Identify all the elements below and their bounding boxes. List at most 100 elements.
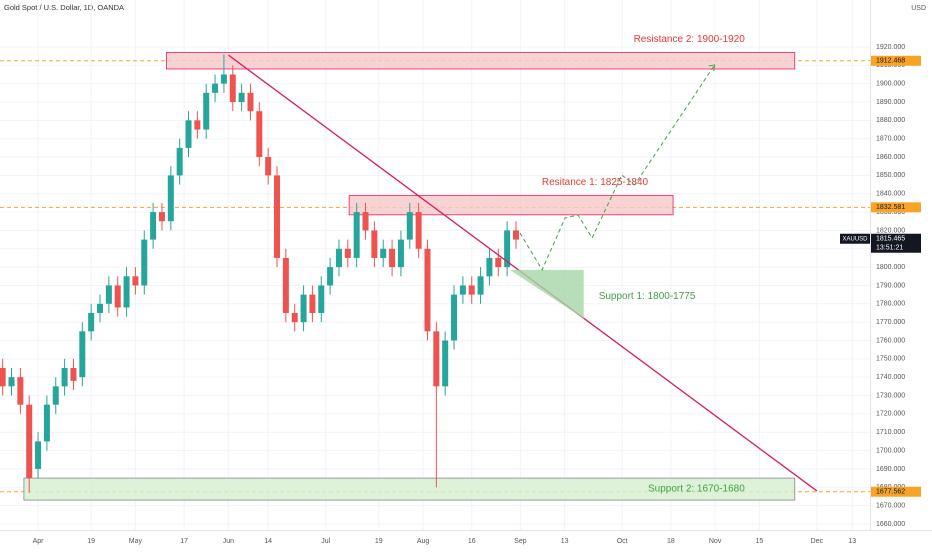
candle-body	[61, 368, 68, 387]
candle-body	[88, 312, 95, 332]
candle-body	[406, 212, 413, 240]
x-tick-label: Sep	[514, 538, 527, 545]
y-tick-label: 1660.000	[876, 521, 905, 528]
projection-path	[519, 64, 716, 271]
y-tick-label: 1790.000	[876, 282, 905, 289]
y-tick-label: 1880.000	[876, 117, 905, 124]
candle-body	[150, 212, 157, 240]
candle-body	[433, 331, 440, 387]
x-tick-label: Jul	[321, 538, 330, 545]
candle-body	[300, 294, 307, 323]
x-tick-label: Oct	[617, 538, 628, 545]
y-tick-label: 1720.000	[876, 411, 905, 418]
candle-body	[26, 404, 33, 479]
y-tick-label: 1840.000	[876, 191, 905, 198]
candle-body	[274, 175, 281, 258]
x-tick-label: 18	[667, 538, 675, 545]
candle-body	[327, 267, 334, 286]
candle-body	[194, 120, 201, 130]
candle-body	[35, 441, 42, 469]
candle-body	[8, 377, 15, 387]
x-tick-label: 19	[87, 538, 95, 545]
candle-body	[167, 175, 174, 222]
x-tick-label: 13	[848, 538, 856, 545]
candle-body	[158, 212, 165, 222]
candle-body	[220, 74, 227, 84]
candle-body	[238, 92, 245, 103]
candle-body	[114, 285, 121, 308]
candle-body	[123, 276, 130, 308]
x-tick-label: 13	[561, 538, 569, 545]
candle-body	[468, 285, 475, 295]
chart-title: Gold Spot / U.S. Dollar, 1D, OANDA	[4, 3, 124, 12]
y-tick-label: 1870.000	[876, 136, 905, 143]
symbol-tag	[840, 233, 870, 244]
price-tag-label: 1677.562	[876, 489, 905, 496]
x-tick-label: 16	[468, 538, 476, 545]
candle-body	[265, 157, 272, 176]
support-zone	[509, 269, 584, 319]
candle-body	[247, 92, 254, 112]
candle-body	[318, 285, 325, 313]
zone	[23, 477, 796, 501]
candle-body	[79, 331, 86, 378]
y-tick-label: 1710.000	[876, 429, 905, 436]
y-tick-label: 1760.000	[876, 337, 905, 344]
price-tag	[871, 486, 921, 497]
y-tick-label: 1690.000	[876, 466, 905, 473]
candle-body	[185, 120, 192, 148]
candle-body	[353, 212, 360, 258]
candle-body	[52, 386, 59, 405]
candle-body	[459, 285, 466, 295]
currency: USD	[911, 5, 926, 12]
x-tick-label: 14	[264, 538, 272, 545]
y-tick-label: 1700.000	[876, 447, 905, 454]
candle-body	[17, 377, 24, 405]
candle-body	[477, 276, 484, 295]
y-tick-label: 1850.000	[876, 172, 905, 179]
price-tag-label: 1912.468	[876, 58, 905, 65]
price-tag-label: 1832.581	[876, 204, 905, 211]
y-tick-label: 1830.000	[876, 209, 905, 216]
last-price-label: 1815.465	[876, 236, 905, 243]
x-tick-label: Dec	[811, 538, 824, 545]
candle-body	[397, 239, 404, 268]
candle-body	[486, 257, 493, 277]
x-tick-label: 15	[755, 538, 763, 545]
countdown: 13:51:21	[876, 245, 903, 252]
candle-body	[451, 294, 458, 341]
x-tick-label: Aug	[417, 538, 430, 545]
y-tick-label: 1900.000	[876, 80, 905, 87]
candle-body	[43, 404, 50, 442]
candle-body	[176, 147, 183, 176]
candle-body	[504, 230, 511, 268]
y-tick-label: 1770.000	[876, 319, 905, 326]
candle-body	[256, 111, 263, 158]
x-tick-label: Jun	[223, 538, 234, 545]
y-tick-label: 1730.000	[876, 392, 905, 399]
candle-body	[442, 340, 449, 387]
candle-body	[371, 230, 378, 258]
symbol-label: XAUUSD	[842, 236, 868, 242]
candle-body	[512, 230, 519, 240]
candle-body	[389, 248, 396, 268]
candle-body	[141, 239, 148, 286]
y-tick-label: 1740.000	[876, 374, 905, 381]
y-tick-label: 1780.000	[876, 301, 905, 308]
y-tick-label: 1860.000	[876, 154, 905, 161]
zone	[348, 195, 674, 216]
candle-body	[0, 368, 6, 387]
y-tick-label: 1820.000	[876, 227, 905, 234]
x-tick-label: 19	[375, 538, 383, 545]
zone-label: Support 2: 1670-1680	[648, 484, 745, 495]
candle-body	[495, 257, 502, 268]
candle-body	[362, 212, 369, 231]
y-tick-label: 1670.000	[876, 502, 905, 509]
x-tick-label: 17	[180, 538, 188, 545]
x-tick-label: May	[129, 538, 143, 545]
candle-body	[309, 294, 316, 313]
last-price-tag	[871, 233, 921, 253]
zone-label: Resitance 1: 1825-1840	[542, 177, 649, 188]
